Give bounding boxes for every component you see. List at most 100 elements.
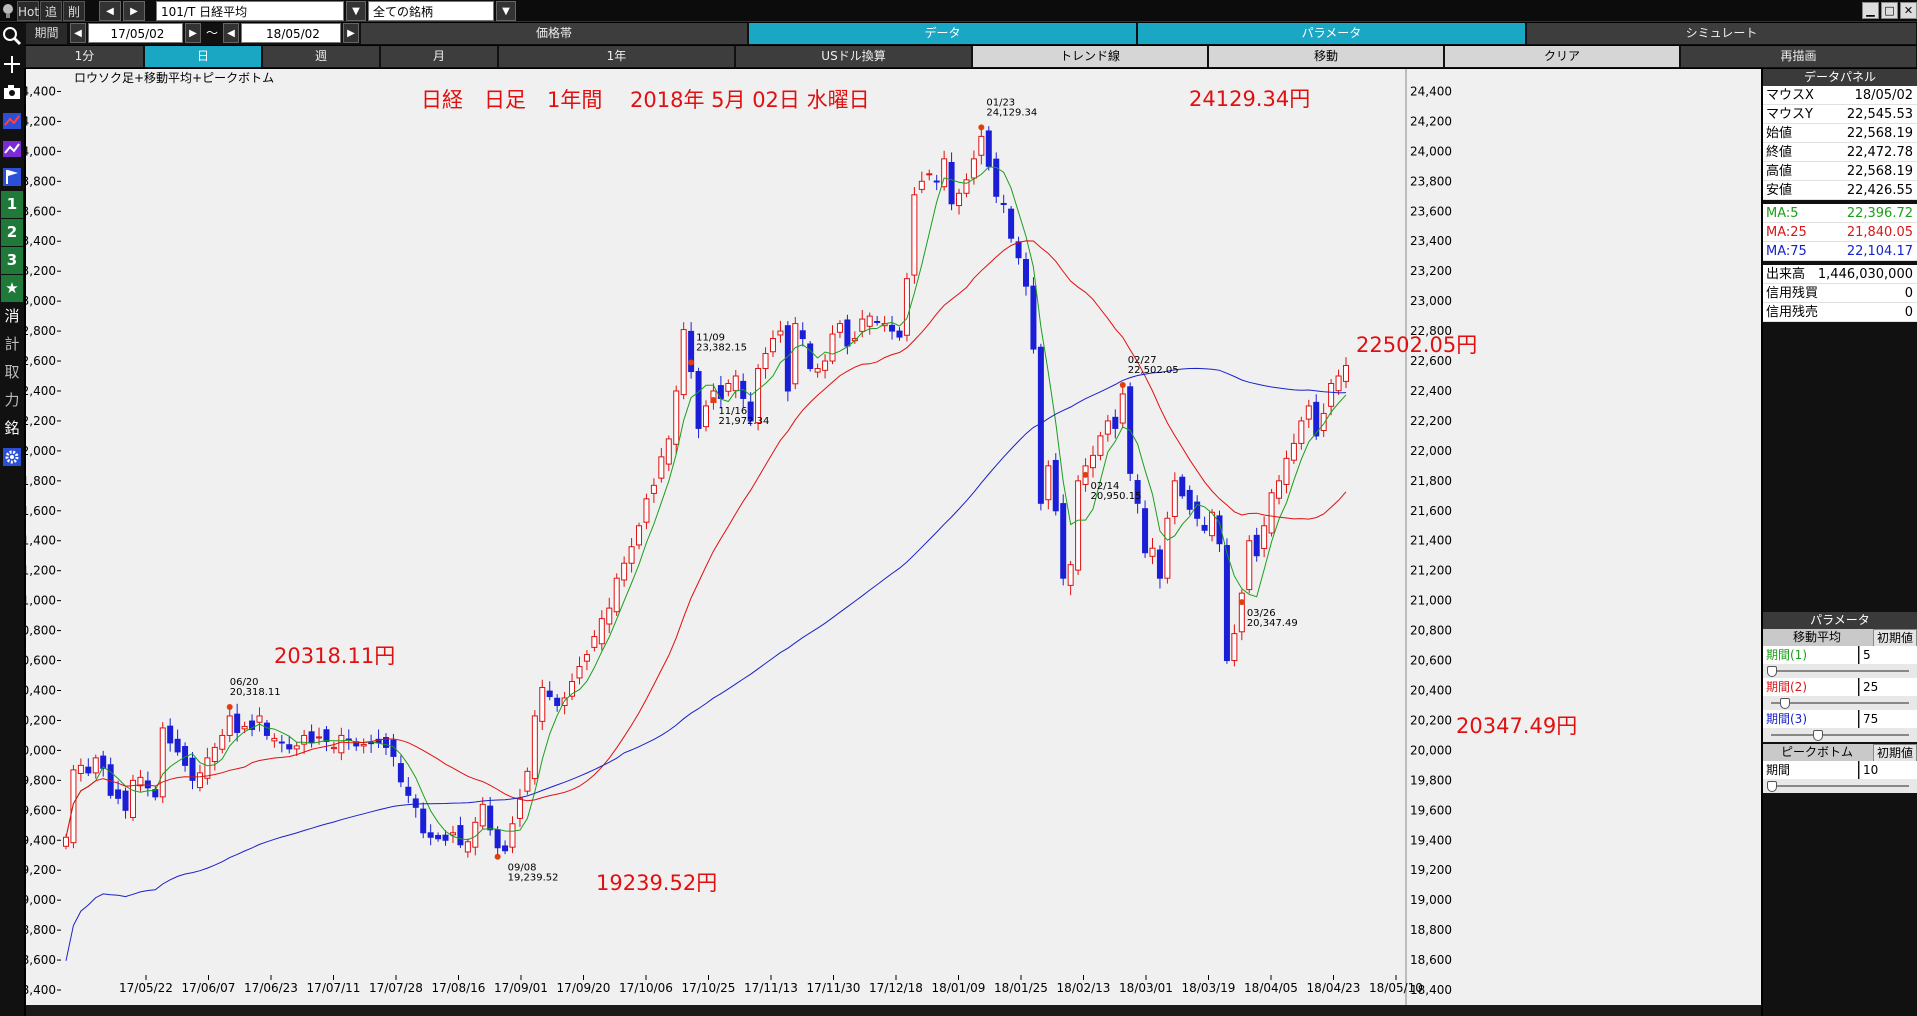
candle-body bbox=[956, 192, 963, 207]
universe-field[interactable]: 全ての銘柄 bbox=[368, 1, 494, 21]
candle-body bbox=[435, 834, 442, 840]
lightbulb-icon[interactable] bbox=[1, 1, 15, 21]
candle-body bbox=[673, 390, 680, 445]
tab-trendline[interactable]: トレンド線 bbox=[973, 46, 1208, 67]
param-slider[interactable] bbox=[1763, 779, 1917, 793]
date-from-next-button[interactable]: ▶ bbox=[185, 23, 201, 43]
ma-row-label: MA:75 bbox=[1766, 244, 1807, 259]
candle-body bbox=[546, 690, 553, 697]
search-icon[interactable] bbox=[1, 23, 23, 50]
calc-button[interactable]: 計 bbox=[4, 335, 20, 353]
tab-weekly[interactable]: 週 bbox=[263, 46, 380, 67]
param-slider[interactable] bbox=[1763, 664, 1917, 678]
peak-bottom-title: ピークボトム bbox=[1780, 745, 1853, 759]
crosshair-icon[interactable] bbox=[1, 51, 23, 78]
date-to-next-button[interactable]: ▶ bbox=[343, 23, 359, 43]
param-slider[interactable] bbox=[1763, 728, 1917, 742]
candle-body bbox=[1089, 454, 1096, 469]
param-row: 期間(3) 75 bbox=[1763, 710, 1917, 728]
data-row: 高値 22,568.19 bbox=[1763, 162, 1917, 181]
date-to-prev-button[interactable]: ◀ bbox=[223, 23, 239, 43]
data-panel-title: データパネル bbox=[1763, 69, 1917, 86]
stock-button[interactable]: 銘 bbox=[4, 419, 20, 437]
param-slider[interactable] bbox=[1763, 696, 1917, 710]
prev-symbol-button[interactable]: ◀ bbox=[99, 1, 121, 21]
param-value-field[interactable]: 25 bbox=[1859, 678, 1917, 696]
take-button[interactable]: 取 bbox=[4, 363, 20, 381]
candle-body bbox=[866, 315, 873, 327]
candle-body bbox=[822, 360, 829, 371]
date-to-field[interactable]: 18/05/02 bbox=[241, 23, 341, 43]
tab-monthly[interactable]: 月 bbox=[381, 46, 498, 67]
gear-icon[interactable] bbox=[1, 443, 23, 470]
y-tick-label-right: 18,400 bbox=[1410, 983, 1452, 997]
tab-usd[interactable]: USドル換算 bbox=[736, 46, 972, 67]
ma-reset-button[interactable]: 初期値 bbox=[1873, 629, 1917, 648]
candle-body bbox=[472, 821, 479, 848]
universe-dropdown-icon[interactable]: ▼ bbox=[496, 1, 516, 21]
candle-body bbox=[249, 720, 256, 730]
star-icon[interactable]: ★ bbox=[1, 275, 23, 302]
tab-1min[interactable]: 1分 bbox=[26, 46, 144, 67]
slider-knob[interactable] bbox=[1780, 698, 1790, 709]
candle-body bbox=[621, 562, 628, 581]
tab-1year[interactable]: 1年 bbox=[499, 46, 735, 67]
timeline-scroll[interactable] bbox=[26, 1005, 1761, 1016]
slot-1-button[interactable]: 1 bbox=[1, 191, 23, 218]
candle-chart-icon[interactable] bbox=[1, 107, 23, 134]
param-value-field[interactable]: 5 bbox=[1859, 646, 1917, 664]
slider-knob[interactable] bbox=[1812, 730, 1823, 741]
tab-move[interactable]: 移動 bbox=[1209, 46, 1444, 67]
line-chart-icon[interactable] bbox=[1, 135, 23, 162]
tab-redraw[interactable]: 再描画 bbox=[1681, 46, 1917, 67]
tab-daily[interactable]: 日 bbox=[145, 46, 262, 67]
peak-marker bbox=[710, 396, 717, 403]
date-from-prev-button[interactable]: ◀ bbox=[70, 23, 86, 43]
candle-body bbox=[1000, 202, 1007, 205]
price-chart[interactable]: 24,400 24,400 24,200 24,200 24,000 24,000 23,8… bbox=[26, 69, 1761, 1016]
camera-icon[interactable] bbox=[1, 79, 23, 106]
date-from-field[interactable]: 17/05/02 bbox=[88, 23, 183, 43]
slot-2-button[interactable]: 2 bbox=[1, 219, 23, 246]
chart-canvas[interactable]: 24,400 24,400 24,200 24,200 24,000 24,000 23,8… bbox=[26, 69, 1761, 1005]
slot-3-button[interactable]: 3 bbox=[1, 247, 23, 274]
volume-row-value: 0 bbox=[1904, 305, 1913, 320]
tab-data[interactable]: データ bbox=[749, 23, 1137, 44]
data-row-value: 22,472.78 bbox=[1846, 145, 1913, 160]
hot-button[interactable]: Hot bbox=[17, 1, 39, 21]
x-tick-label: 17/10/06 bbox=[619, 981, 673, 995]
minimize-icon[interactable]: ▁ bbox=[1862, 2, 1879, 19]
next-symbol-button[interactable]: ▶ bbox=[123, 1, 145, 21]
data-row-label: 終値 bbox=[1766, 145, 1793, 160]
range-tilde: ～ bbox=[205, 26, 218, 40]
y-tick-label-left: 21,200 bbox=[26, 564, 56, 578]
x-tick-label: 18/03/01 bbox=[1119, 981, 1173, 995]
slider-knob[interactable] bbox=[1767, 781, 1777, 792]
slider-knob[interactable] bbox=[1767, 666, 1777, 677]
tab-parameters[interactable]: パラメータ bbox=[1138, 23, 1526, 44]
maximize-icon[interactable]: □ bbox=[1881, 2, 1898, 19]
tab-clear[interactable]: クリア bbox=[1445, 46, 1680, 67]
power-button[interactable]: 力 bbox=[4, 391, 20, 409]
volume-row: 出来高 1,446,030,000 bbox=[1763, 265, 1917, 284]
candle-body bbox=[665, 438, 672, 465]
tab-price-band[interactable]: 価格帯 bbox=[361, 23, 748, 44]
candle-body bbox=[814, 368, 821, 373]
tab-simulate[interactable]: シミュレート bbox=[1527, 23, 1917, 44]
param-value-field[interactable]: 75 bbox=[1859, 710, 1917, 728]
symbol-dropdown-icon[interactable]: ▼ bbox=[346, 1, 366, 21]
candle-body bbox=[1238, 592, 1245, 633]
symbol-field[interactable]: 101/T 日経平均 bbox=[156, 1, 344, 21]
candle-body bbox=[569, 681, 576, 697]
y-tick-label-left: 21,000 bbox=[26, 594, 56, 608]
flag-icon[interactable] bbox=[1, 163, 23, 190]
candle-body bbox=[85, 766, 92, 774]
peak-marker bbox=[978, 124, 985, 131]
candle-body bbox=[978, 135, 985, 156]
peak-marker bbox=[1238, 599, 1245, 606]
close-icon[interactable]: ✕ bbox=[1900, 2, 1917, 19]
erase-button[interactable]: 消 bbox=[4, 307, 20, 325]
delete-button[interactable]: 削 bbox=[63, 1, 85, 21]
add-button[interactable]: 追 bbox=[40, 1, 62, 21]
param-value-field[interactable]: 10 bbox=[1859, 761, 1917, 779]
